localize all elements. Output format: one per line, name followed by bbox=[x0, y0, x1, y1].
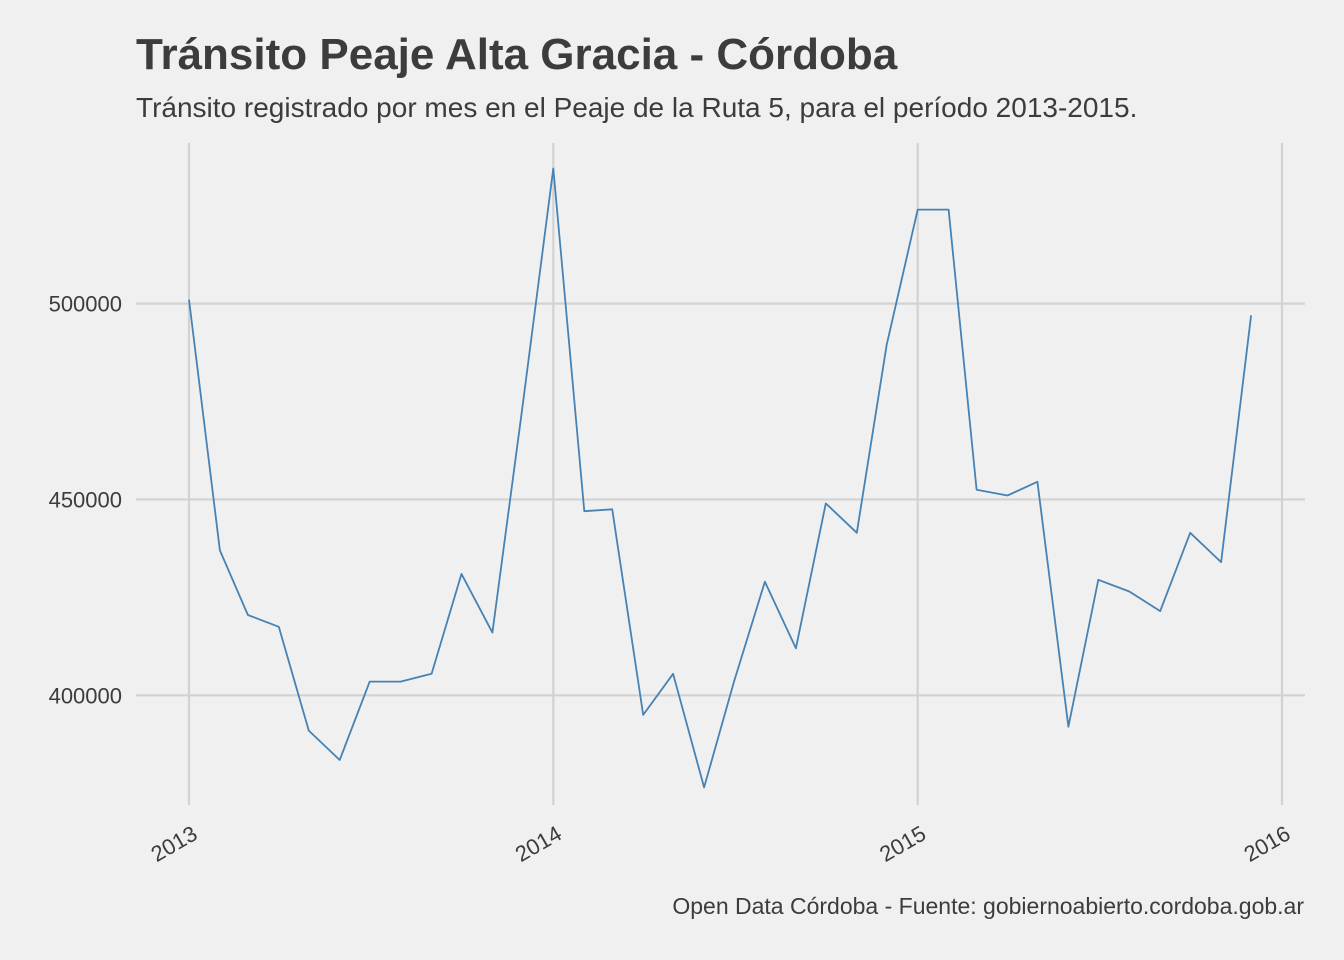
data-point bbox=[460, 572, 463, 575]
chart-subtitle: Tránsito registrado por mes en el Peaje … bbox=[136, 92, 1138, 123]
y-tick-label: 450000 bbox=[49, 487, 122, 512]
chart-title: Tránsito Peaje Alta Gracia - Córdoba bbox=[136, 30, 898, 79]
data-point bbox=[1128, 590, 1131, 593]
data-point bbox=[338, 758, 341, 761]
data-point bbox=[307, 729, 310, 732]
data-point bbox=[794, 647, 797, 650]
data-point bbox=[1006, 494, 1009, 497]
data-point bbox=[246, 614, 249, 617]
y-tick-label: 400000 bbox=[49, 683, 122, 708]
data-point bbox=[672, 672, 675, 675]
y-tick-label: 500000 bbox=[49, 292, 122, 317]
data-point bbox=[642, 713, 645, 716]
data-point bbox=[583, 510, 586, 513]
chart-caption: Open Data Córdoba - Fuente: gobiernoabie… bbox=[672, 893, 1304, 919]
data-point bbox=[399, 680, 402, 683]
data-point bbox=[1097, 578, 1100, 581]
data-point bbox=[277, 625, 280, 628]
data-point bbox=[521, 406, 524, 409]
data-point bbox=[947, 208, 950, 211]
x-tick-label: 2016 bbox=[1240, 821, 1295, 867]
data-point bbox=[1036, 480, 1039, 483]
data-point bbox=[188, 298, 191, 301]
data-point bbox=[916, 208, 919, 211]
data-point bbox=[975, 488, 978, 491]
data-point bbox=[733, 680, 736, 683]
data-point bbox=[491, 631, 494, 634]
data-point bbox=[430, 672, 433, 675]
data-point bbox=[218, 549, 221, 552]
data-point bbox=[855, 531, 858, 534]
x-tick-label: 2014 bbox=[511, 821, 566, 867]
x-tick-label: 2015 bbox=[875, 821, 930, 867]
data-point bbox=[552, 167, 555, 170]
data-point bbox=[763, 580, 766, 583]
series-line bbox=[188, 167, 1252, 789]
data-point bbox=[368, 680, 371, 683]
x-tick-label: 2013 bbox=[147, 821, 202, 867]
data-point bbox=[885, 343, 888, 346]
data-point bbox=[1189, 531, 1192, 534]
data-point bbox=[824, 502, 827, 505]
data-point bbox=[703, 786, 706, 789]
data-point bbox=[1067, 725, 1070, 728]
data-point bbox=[1159, 610, 1162, 613]
data-point bbox=[1220, 561, 1223, 564]
data-point bbox=[611, 508, 614, 511]
data-point bbox=[1250, 314, 1253, 317]
